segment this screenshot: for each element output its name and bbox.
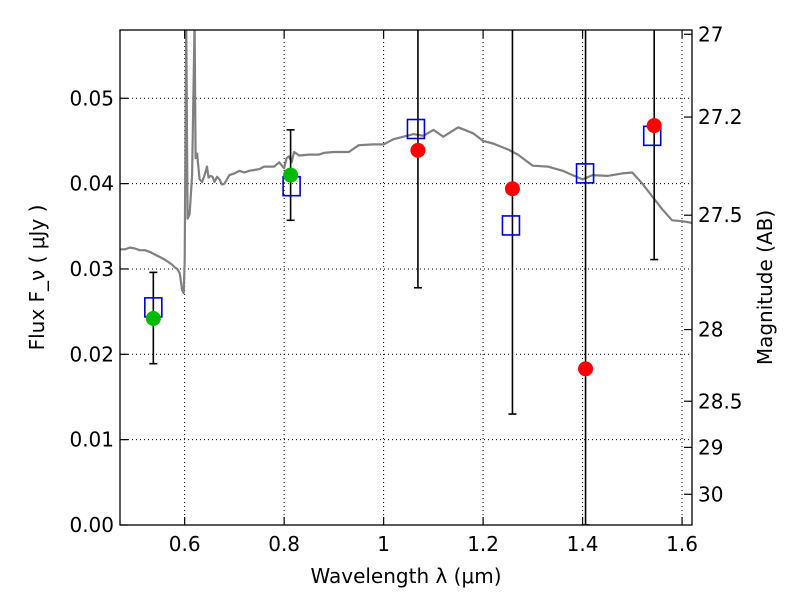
error-bars-layer: [149, 30, 659, 525]
magnitude-axis-label: Magnitude (AB): [753, 210, 777, 365]
magnitude-tick-label: 27.5: [698, 203, 743, 227]
upper-limit-point: [578, 361, 594, 377]
model-photometry-square: [406, 118, 426, 140]
magnitude-tick-label: 27: [698, 22, 723, 46]
magnitude-tick-label: 28.5: [698, 389, 743, 413]
y-axis-label: Flux F_ν ( μJy ): [25, 205, 49, 351]
y-tick-label: 0.01: [69, 428, 114, 452]
y-tick-label: 0.00: [69, 513, 114, 537]
magnitude-tick-label: 30: [698, 482, 723, 506]
plot-frame: [119, 29, 693, 526]
magnitude-tick-label: 29: [698, 435, 723, 459]
magnitude-tick-label: 27.2: [698, 105, 743, 129]
x-tick-label: 1.4: [567, 532, 599, 556]
x-tick-label: 0.8: [268, 532, 300, 556]
x-axis-label: Wavelength λ (μm): [310, 564, 501, 588]
y-tick-label: 0.03: [69, 257, 114, 281]
x-tick-label: 0.6: [169, 532, 201, 556]
ticks-layer: 0.6 0.8 1 1.2 1.4 1.6 0.00 0.01 0.02 0.03 0.04 0.05…: [69, 22, 742, 556]
grid-lines: [120, 30, 692, 525]
model-spectrum-layer: [120, 30, 692, 294]
model-spectrum-line: [120, 30, 692, 294]
model-photometry-square: [575, 163, 595, 184]
detection-point: [145, 310, 161, 326]
magnitude-tick-label: 28: [698, 318, 723, 342]
y-tick-label: 0.05: [69, 86, 114, 110]
markers-layer: [144, 118, 662, 377]
upper-limit-point: [410, 142, 426, 158]
model-photometry-square: [501, 215, 521, 236]
upper-limit-point: [504, 181, 520, 197]
x-tick-label: 1: [377, 532, 390, 556]
y-tick-label: 0.02: [69, 342, 114, 366]
detection-point: [283, 167, 299, 183]
x-tick-label: 1.6: [666, 532, 698, 556]
upper-limit-point: [646, 118, 662, 134]
x-tick-label: 1.2: [467, 532, 499, 556]
y-tick-label: 0.04: [69, 172, 114, 196]
